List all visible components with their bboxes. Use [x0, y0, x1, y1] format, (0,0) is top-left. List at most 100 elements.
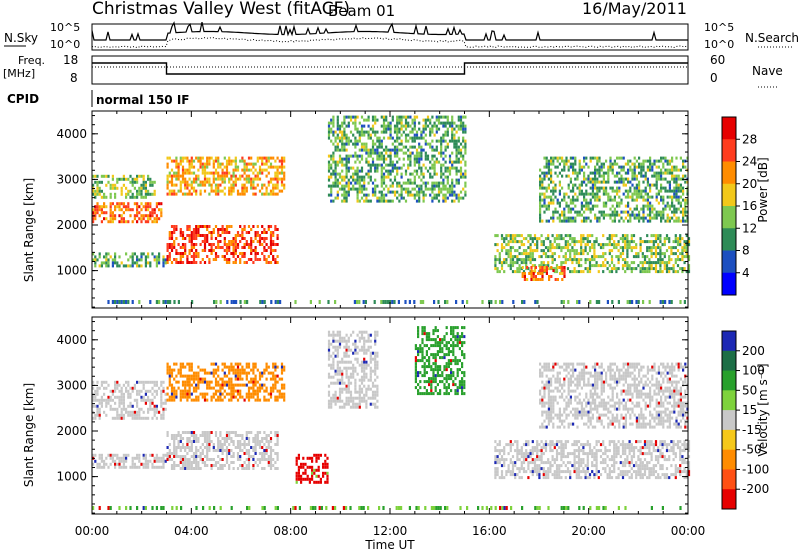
data-cell	[192, 389, 196, 393]
data-cell	[577, 264, 581, 268]
data-cell	[626, 246, 629, 250]
data-cell	[578, 165, 581, 169]
data-cell	[666, 159, 669, 163]
data-cell	[147, 380, 150, 384]
data-cell	[254, 234, 257, 237]
data-cell	[272, 192, 275, 196]
data-cell	[635, 186, 638, 190]
data-cell	[566, 240, 570, 244]
data-cell	[166, 362, 169, 366]
data-cell	[457, 169, 460, 173]
data-cell	[444, 199, 447, 203]
data-cell	[151, 386, 154, 390]
data-cell	[630, 246, 633, 250]
data-cell	[278, 189, 281, 193]
data-cell	[429, 127, 432, 131]
data-cell	[396, 145, 399, 149]
data-cell	[523, 272, 526, 275]
data-cell	[646, 207, 649, 211]
data-cell	[94, 255, 97, 259]
data-cell	[672, 270, 675, 274]
data-cell	[173, 159, 176, 163]
data-cell	[444, 187, 447, 191]
data-cell	[192, 440, 196, 443]
data-cell	[162, 416, 165, 420]
data-cell	[92, 398, 95, 402]
data-cell	[228, 162, 231, 166]
data-cell	[276, 437, 279, 440]
data-cell	[593, 255, 596, 259]
data-cell	[234, 431, 237, 434]
data-cell	[272, 258, 275, 261]
data-cell	[118, 416, 121, 420]
data-cell	[206, 380, 209, 384]
data-cell	[551, 246, 554, 250]
data-cell	[413, 169, 416, 173]
data-cell	[391, 300, 394, 304]
data-cell	[274, 467, 277, 470]
data-cell	[190, 440, 193, 443]
data-cell	[188, 440, 191, 443]
data-cell	[254, 446, 257, 449]
data-cell	[96, 389, 99, 393]
data-cell	[258, 386, 262, 390]
data-cell	[649, 201, 652, 205]
data-cell	[391, 136, 394, 140]
data-cell	[556, 266, 559, 269]
data-cell	[122, 177, 125, 181]
data-cell	[349, 115, 353, 119]
data-cell	[632, 261, 636, 265]
data-cell	[562, 246, 565, 250]
data-cell	[136, 398, 139, 402]
data-cell	[613, 174, 616, 178]
data-cell	[554, 189, 557, 193]
data-cell	[263, 368, 266, 372]
data-cell	[131, 386, 134, 390]
data-cell	[338, 175, 342, 179]
data-cell	[607, 198, 610, 202]
data-cell	[100, 189, 103, 193]
data-cell	[217, 383, 220, 387]
data-cell	[646, 213, 649, 217]
data-cell	[168, 189, 171, 193]
data-cell	[269, 231, 273, 234]
data-cell	[245, 168, 248, 172]
data-cell	[252, 192, 255, 196]
data-cell	[668, 171, 671, 175]
y-tick-label: 2000	[56, 218, 87, 232]
data-cell	[263, 443, 266, 446]
data-cell	[494, 243, 497, 247]
data-cell	[195, 383, 198, 387]
data-cell	[173, 398, 176, 402]
data-cell	[234, 240, 237, 243]
data-cell	[179, 228, 182, 231]
data-cell	[122, 392, 125, 396]
data-cell	[197, 380, 200, 384]
data-cell	[415, 133, 419, 137]
data-cell	[217, 228, 220, 231]
data-cell	[367, 175, 370, 179]
data-cell	[407, 190, 410, 194]
data-cell	[122, 459, 125, 463]
data-cell	[679, 189, 682, 193]
data-cell	[175, 258, 178, 261]
data-cell	[347, 193, 350, 197]
data-cell	[188, 437, 191, 440]
data-cell	[431, 190, 434, 194]
data-cell	[677, 201, 680, 205]
data-cell	[455, 160, 458, 164]
data-cell	[96, 380, 99, 384]
data-cell	[440, 187, 443, 191]
data-cell	[411, 121, 414, 125]
data-cell	[232, 186, 235, 190]
data-cell	[642, 195, 645, 199]
data-cell	[631, 171, 634, 175]
data-cell	[105, 258, 108, 262]
data-cell	[254, 362, 257, 366]
data-cell	[558, 204, 561, 208]
data-cell	[341, 148, 344, 152]
data-cell	[120, 186, 123, 190]
data-cell	[230, 455, 233, 458]
data-cell	[633, 213, 636, 217]
data-cell	[400, 190, 403, 194]
